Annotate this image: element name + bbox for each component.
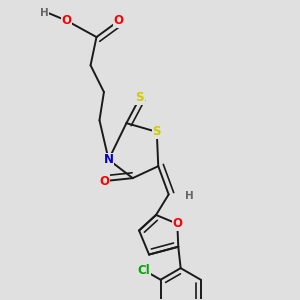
Text: H: H (185, 191, 194, 201)
Text: O: O (62, 14, 72, 27)
Text: O: O (99, 175, 110, 188)
Text: O: O (172, 217, 182, 230)
Text: S: S (136, 92, 144, 104)
Text: H: H (40, 8, 49, 18)
Text: Cl: Cl (137, 264, 150, 277)
Text: O: O (114, 14, 124, 27)
Text: S: S (152, 125, 161, 138)
Text: N: N (103, 153, 114, 166)
